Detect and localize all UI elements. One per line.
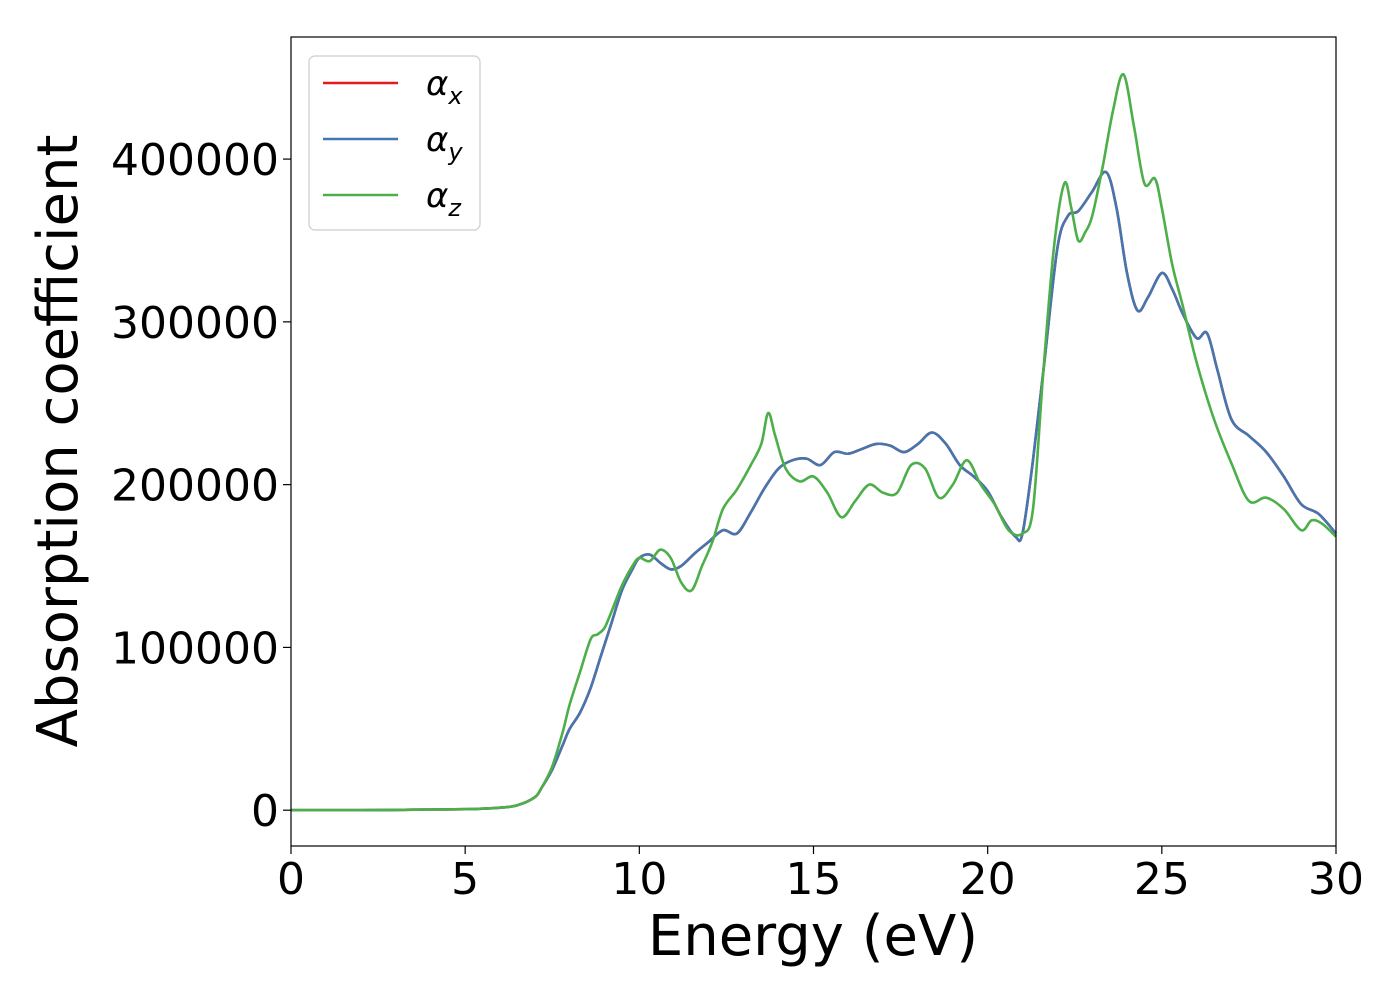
legend: αx αy αz (308, 55, 481, 231)
legend-box (308, 55, 481, 231)
y-tick-label: 100000 (111, 623, 279, 674)
x-tick-label: 5 (451, 854, 479, 905)
legend-label-alpha-z: αz (426, 176, 462, 222)
series-layer (291, 73, 1337, 812)
y-tick-label: 400000 (111, 135, 279, 186)
series-line-alpha-y (291, 170, 1337, 812)
y-tick-label: 0 (251, 786, 279, 837)
legend-label-alpha-x: αx (426, 64, 463, 110)
y-axis-ticks: 0 100000 200000 300000 400000 (111, 135, 291, 837)
x-tick-label: 25 (1134, 854, 1190, 905)
y-axis-label: Absorption coefficient (26, 135, 91, 748)
y-tick-label: 300000 (111, 298, 279, 349)
x-tick-label: 15 (786, 854, 842, 905)
legend-label-alpha-y: αy (426, 120, 463, 166)
x-tick-label: 10 (611, 854, 667, 905)
series-line-alpha-z (291, 73, 1337, 812)
y-tick-label: 200000 (111, 461, 279, 512)
x-axis-ticks: 0 5 10 15 20 25 30 (277, 846, 1364, 905)
x-tick-label: 30 (1308, 854, 1364, 905)
x-tick-label: 0 (277, 854, 305, 905)
x-tick-label: 20 (960, 854, 1016, 905)
x-axis-label: Energy (eV) (648, 904, 978, 969)
